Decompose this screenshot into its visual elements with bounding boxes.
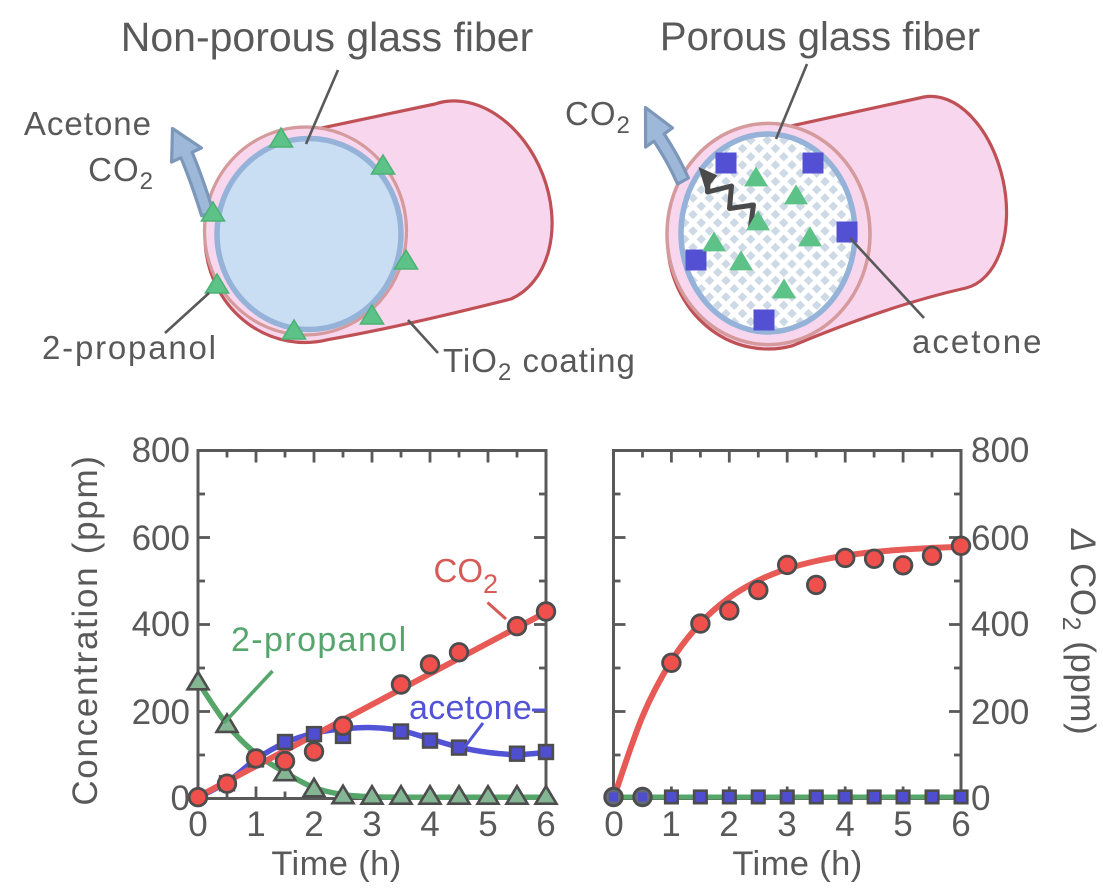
svg-text:3: 3 (362, 805, 381, 844)
svg-text:4: 4 (835, 805, 854, 844)
svg-text:acetone: acetone (409, 689, 532, 727)
svg-text:TiO2 coating: TiO2 coating (443, 342, 636, 386)
svg-text:Time (h): Time (h) (271, 845, 401, 883)
svg-text:Porous glass fiber: Porous glass fiber (660, 15, 980, 59)
svg-text:0: 0 (188, 805, 207, 844)
svg-text:5: 5 (478, 805, 497, 844)
svg-text:6: 6 (951, 805, 970, 844)
svg-text:800: 800 (132, 431, 190, 470)
svg-text:2: 2 (719, 805, 738, 844)
svg-text:Δ CO2 (ppm): Δ CO2 (ppm) (1057, 528, 1102, 735)
svg-text:4: 4 (420, 805, 439, 844)
svg-text:1: 1 (661, 805, 680, 844)
svg-text:Acetone: Acetone (24, 105, 152, 142)
svg-text:2: 2 (304, 805, 323, 844)
svg-text:Time (h): Time (h) (732, 845, 862, 883)
svg-text:600: 600 (971, 519, 1029, 558)
svg-text:0: 0 (604, 805, 623, 844)
svg-text:200: 200 (971, 693, 1029, 732)
svg-text:2-propanol: 2-propanol (42, 329, 218, 366)
svg-text:0: 0 (171, 779, 190, 818)
svg-text:0: 0 (971, 779, 990, 818)
svg-text:Concentration (ppm): Concentration (ppm) (66, 454, 105, 805)
svg-text:200: 200 (132, 693, 190, 732)
svg-text:2-propanol: 2-propanol (231, 621, 408, 659)
svg-text:Non-porous glass fiber: Non-porous glass fiber (121, 14, 533, 60)
svg-text:800: 800 (971, 431, 1029, 470)
svg-text:acetone: acetone (912, 323, 1043, 360)
svg-text:400: 400 (971, 605, 1029, 644)
svg-text:400: 400 (132, 605, 190, 644)
svg-text:6: 6 (536, 805, 555, 844)
svg-text:600: 600 (132, 519, 190, 558)
svg-text:1: 1 (246, 805, 265, 844)
svg-text:3: 3 (777, 805, 796, 844)
svg-text:5: 5 (893, 805, 912, 844)
